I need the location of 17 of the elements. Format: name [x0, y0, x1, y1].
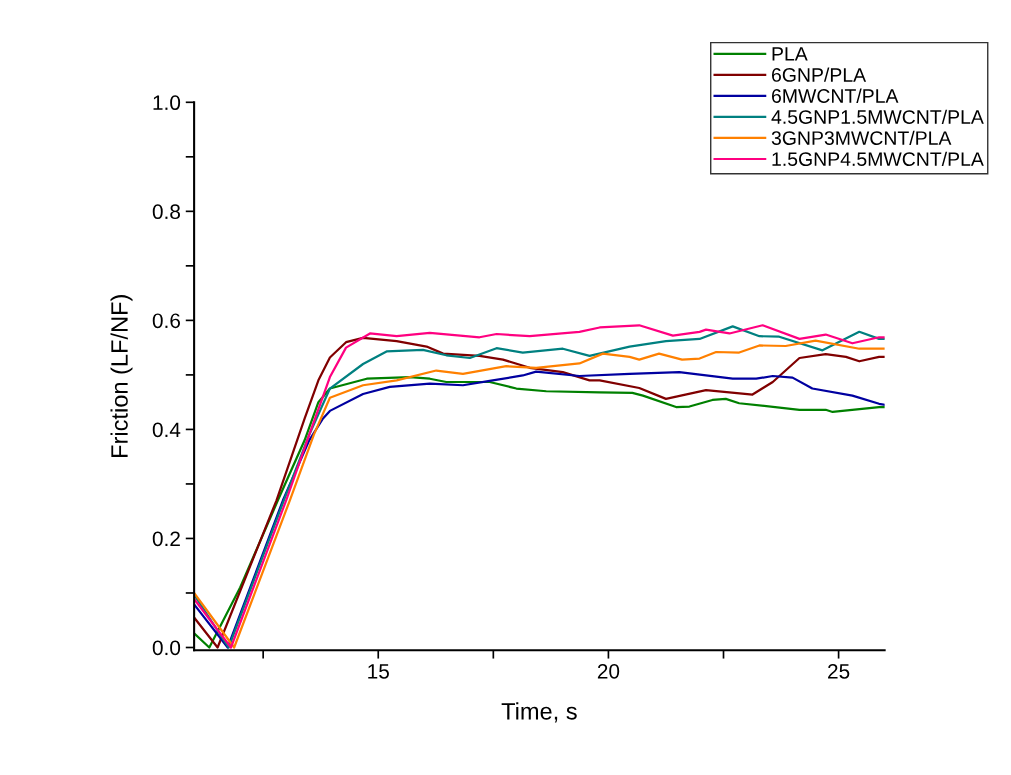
y-tick-label: 0.2 — [152, 531, 180, 547]
y-tick-label: 1.0 — [153, 95, 181, 111]
y-tick-label: 0.0 — [152, 640, 181, 656]
x-tick-label: 25 — [828, 663, 850, 679]
y-tick-label: 0.4 — [152, 422, 181, 438]
legend-label: 6MWCNT/PLA — [771, 88, 899, 103]
legend-label: 3GNP3MWCNT/PLA — [771, 130, 952, 145]
x-tick-label: 15 — [368, 664, 389, 679]
x-tick-label: 20 — [597, 663, 620, 679]
legend-label: 4.5GNP1.5MWCNT/PLA — [771, 109, 984, 124]
y-tick-label: 0.8 — [152, 204, 181, 220]
y-tick-label: 0.6 — [152, 313, 180, 329]
legend-label: 6GNP/PLA — [771, 67, 867, 82]
x-axis-title: Time, s — [501, 702, 577, 723]
legend-label: 1.5GNP4.5MWCNT/PLA — [772, 151, 984, 167]
legend-label: PLA — [772, 47, 808, 61]
y-axis-title: Friction (LF/NF) — [110, 295, 133, 457]
